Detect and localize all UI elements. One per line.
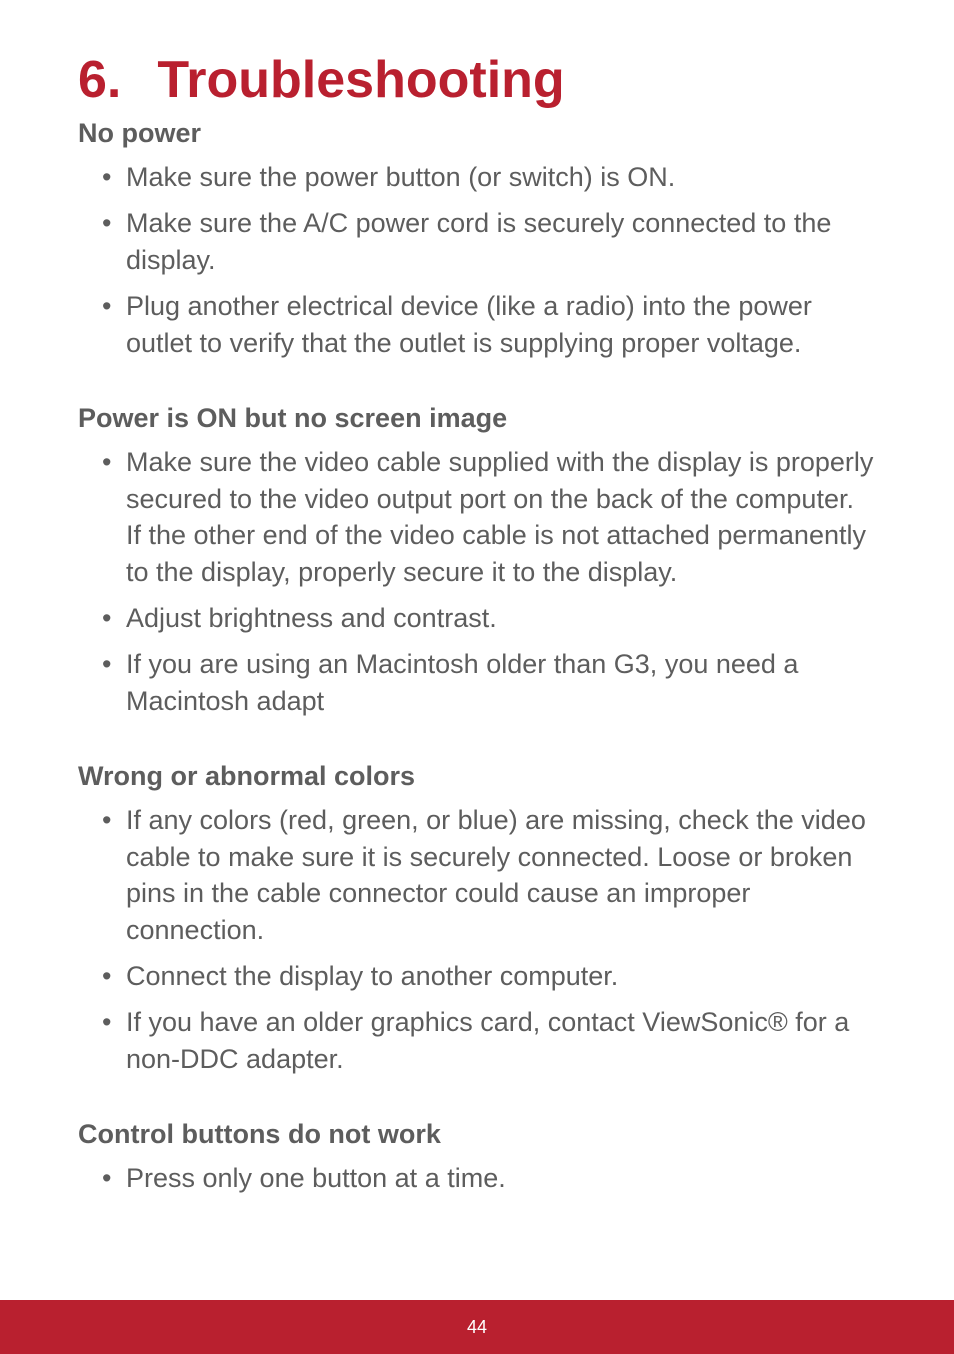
- section-no-power: No power Make sure the power button (or …: [78, 118, 876, 361]
- bullet-list: Make sure the power button (or switch) i…: [78, 159, 876, 361]
- bullet-list: Make sure the video cable supplied with …: [78, 444, 876, 719]
- list-item: Make sure the power button (or switch) i…: [102, 159, 876, 195]
- section-heading: Power is ON but no screen image: [78, 403, 876, 434]
- bullet-list: If any colors (red, green, or blue) are …: [78, 802, 876, 1077]
- list-item: Press only one button at a time.: [102, 1160, 876, 1196]
- title-text: Troubleshooting: [157, 51, 564, 109]
- section-wrong-colors: Wrong or abnormal colors If any colors (…: [78, 761, 876, 1077]
- page-title: 6. Troubleshooting: [78, 50, 876, 110]
- list-item: Adjust brightness and contrast.: [102, 600, 876, 636]
- section-heading: Wrong or abnormal colors: [78, 761, 876, 792]
- page-number: 44: [467, 1317, 487, 1337]
- bullet-list: Press only one button at a time.: [78, 1160, 876, 1196]
- section-power-on-no-image: Power is ON but no screen image Make sur…: [78, 403, 876, 719]
- list-item: Make sure the video cable supplied with …: [102, 444, 876, 590]
- footer-bar: 44: [0, 1300, 954, 1354]
- list-item: Plug another electrical device (like a r…: [102, 288, 876, 361]
- list-item: Make sure the A/C power cord is securely…: [102, 205, 876, 278]
- list-item: If any colors (red, green, or blue) are …: [102, 802, 876, 948]
- page-container: 6. Troubleshooting No power Make sure the…: [0, 0, 954, 1354]
- list-item: If you have an older graphics card, cont…: [102, 1004, 876, 1077]
- title-number: 6.: [78, 50, 121, 110]
- list-item: Connect the display to another computer.: [102, 958, 876, 994]
- section-heading: Control buttons do not work: [78, 1119, 876, 1150]
- section-heading: No power: [78, 118, 876, 149]
- section-control-buttons: Control buttons do not work Press only o…: [78, 1119, 876, 1196]
- list-item: If you are using an Macintosh older than…: [102, 646, 876, 719]
